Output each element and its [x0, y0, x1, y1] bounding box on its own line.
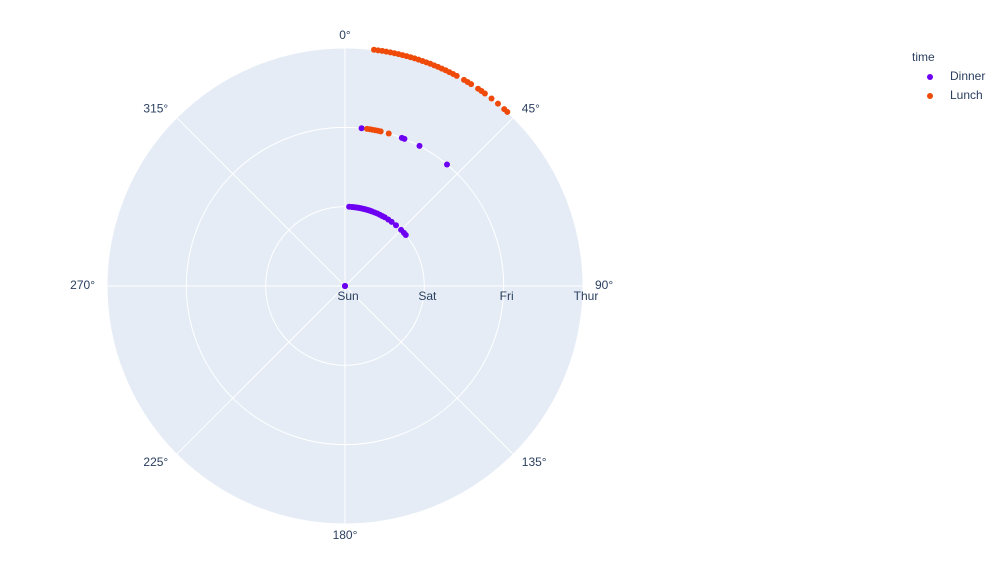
- radial-tick-label: Sat: [418, 289, 437, 303]
- data-point: [385, 130, 392, 137]
- data-point: [481, 90, 488, 97]
- radial-tick-label: Sun: [337, 289, 358, 303]
- legend-marker: [927, 74, 933, 80]
- legend-label[interactable]: Lunch: [950, 88, 983, 102]
- angular-tick-label: 180°: [333, 528, 358, 542]
- legend-marker: [927, 93, 933, 99]
- data-point: [494, 100, 501, 107]
- angular-grid: [176, 285, 346, 455]
- angular-tick-label: 0°: [339, 28, 351, 42]
- data-point: [443, 161, 450, 168]
- angular-tick-label: 135°: [522, 455, 547, 469]
- angular-tick-label: 225°: [143, 455, 168, 469]
- data-point: [416, 142, 423, 149]
- data-point: [488, 95, 495, 102]
- radial-tick-label: Fri: [500, 289, 514, 303]
- data-point: [504, 108, 511, 115]
- angular-tick-label: 270°: [70, 278, 95, 292]
- radial-tick-label: Thur: [574, 289, 599, 303]
- data-point: [402, 232, 409, 239]
- angular-grid: [176, 117, 346, 287]
- legend-title: time: [912, 50, 935, 64]
- data-point: [468, 81, 475, 88]
- angular-grid: [344, 117, 514, 287]
- data-point: [401, 135, 408, 142]
- angular-tick-label: 45°: [522, 101, 540, 115]
- data-point: [358, 125, 365, 132]
- data-point: [342, 283, 348, 289]
- data-point: [392, 222, 399, 229]
- angular-tick-label: 315°: [143, 101, 168, 115]
- data-point: [388, 218, 395, 225]
- data-point: [377, 128, 384, 135]
- angular-tick-label: 90°: [595, 278, 613, 292]
- legend-label[interactable]: Dinner: [950, 69, 985, 83]
- data-point: [453, 72, 460, 79]
- angular-grid: [344, 285, 514, 455]
